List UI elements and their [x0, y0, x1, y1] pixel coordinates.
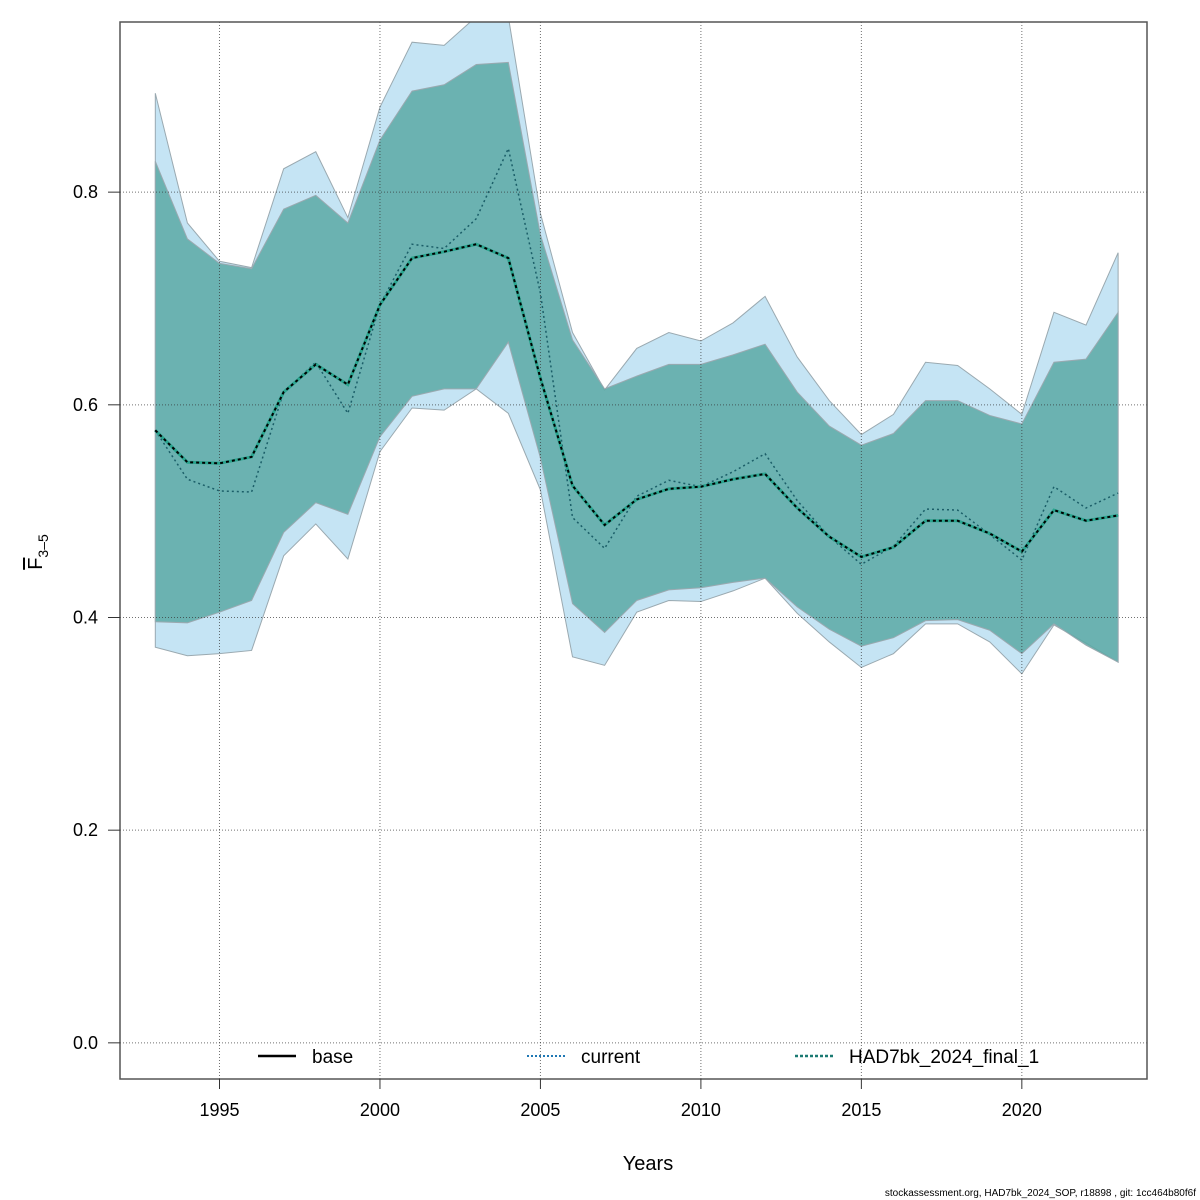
x-axis-title: Years	[623, 1153, 673, 1175]
x-tick-label: 2010	[681, 1100, 721, 1120]
x-axis: 1995 2000 2005 2010 2015 2020	[199, 1079, 1042, 1120]
y-tick-label: 0.8	[73, 182, 98, 202]
y-tick-label: 0.6	[73, 395, 98, 415]
series-line-current	[154, 146, 1119, 566]
y-axis-title-sub: 3–5	[35, 534, 51, 558]
legend: base current HAD7bk_2024_final_1	[258, 1047, 1039, 1068]
y-tick-label: 0.4	[73, 607, 98, 627]
y-axis-title-main: F	[25, 558, 47, 570]
x-tick-label: 2015	[841, 1100, 881, 1120]
y-tick-label: 0.0	[73, 1033, 98, 1053]
plot-frame	[119, 21, 1148, 1080]
x-tick-label: 2005	[520, 1100, 560, 1120]
credit-text: stockassessment.org, HAD7bk_2024_SOP, r1…	[885, 1188, 1196, 1199]
x-tick-label: 2020	[1002, 1100, 1042, 1120]
series-lines	[154, 146, 1119, 566]
grid-lines	[120, 22, 1147, 1079]
legend-label-had7bk: HAD7bk_2024_final_1	[849, 1047, 1039, 1068]
series-line-HAD7bk_2024_final_1	[154, 243, 1119, 558]
confidence-bands	[154, 22, 1119, 675]
x-tick-label: 2000	[360, 1100, 400, 1120]
y-axis-title: F3–5	[25, 534, 51, 570]
legend-label-base: base	[312, 1047, 353, 1068]
x-tick-label: 1995	[199, 1100, 239, 1120]
y-tick-label: 0.2	[73, 820, 98, 840]
y-axis: 0.0 0.2 0.4 0.6 0.8	[73, 182, 120, 1053]
band-HAD7bk-ci	[154, 61, 1119, 663]
legend-label-current: current	[581, 1047, 641, 1068]
svg-text:F3–5: F3–5	[25, 534, 51, 570]
